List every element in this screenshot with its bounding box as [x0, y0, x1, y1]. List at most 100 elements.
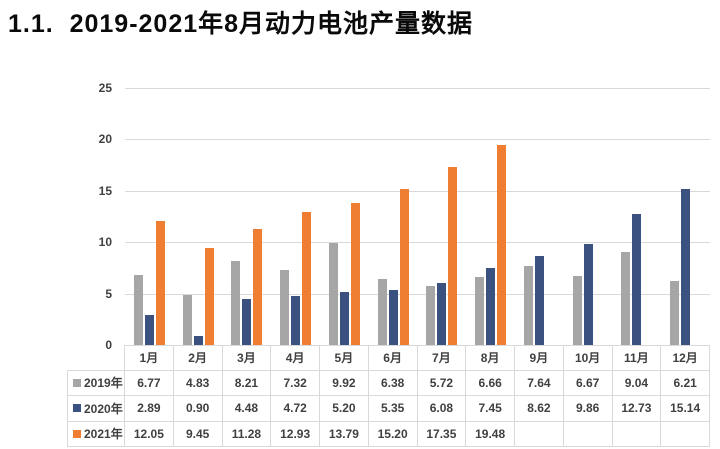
table-cell-2021年-6月: 15.20 [368, 421, 418, 447]
series-label-2019年: 2019年 [67, 370, 125, 396]
table-cell-2020年-3月: 4.48 [222, 396, 272, 422]
month-header-cell: 12月 [661, 345, 710, 371]
table-cell-2020年-5月: 5.20 [320, 396, 369, 422]
bar-2021年-1月 [155, 221, 165, 345]
bar-2021年-4月 [302, 212, 312, 345]
bar-2019年-3月 [231, 260, 241, 345]
bar-2019年-6月 [377, 279, 387, 345]
month-header-cell: 9月 [515, 345, 564, 371]
gridline [125, 139, 710, 141]
bar-2019年-11月 [621, 252, 631, 345]
table-cell-2021年-9月 [515, 421, 564, 447]
bar-2020年-10月 [583, 243, 593, 345]
month-header-cell: 8月 [466, 345, 515, 371]
table-cell-2020年-11月: 12.73 [612, 396, 662, 422]
bar-2021年-8月 [497, 144, 507, 345]
y-axis-label: 5 [105, 286, 112, 301]
bar-2019年-10月 [572, 276, 582, 345]
bar-2019年-9月 [523, 266, 533, 345]
table-cell-2020年-6月: 5.35 [368, 396, 418, 422]
month-header-cell: 10月 [563, 345, 613, 371]
table-cell-2019年-6月: 6.38 [368, 370, 418, 396]
bar-chart: 0 5 10 15 20 25 1月 2月 3月 4月 5月 6月 7月 8月 9月 10月 11月 12月 20… [0, 55, 720, 449]
legend-marker-icon [73, 429, 81, 438]
bar-2020年-5月 [339, 291, 349, 345]
legend-marker-icon [73, 378, 81, 387]
series-name: 2020年 [84, 401, 123, 416]
series-name: 2019年 [84, 376, 123, 391]
table-cell-2021年-1月: 12.05 [125, 421, 174, 447]
y-axis-label: 25 [98, 81, 112, 95]
table-cell-2020年-2月: 0.90 [173, 396, 223, 422]
table-cell-2021年-5月: 13.79 [320, 421, 369, 447]
table-cell-2021年-11月 [612, 421, 662, 447]
y-axis: 0 5 10 15 20 25 [0, 81, 112, 352]
table-cell-2020年-8月: 7.45 [466, 396, 515, 422]
gridline [125, 293, 710, 295]
table-cell-2020年-7月: 6.08 [417, 396, 467, 422]
bar-2020年-9月 [534, 256, 544, 345]
y-axis-label: 0 [105, 338, 112, 352]
table-cell-2019年-11月: 9.04 [612, 370, 662, 396]
table-cell-2019年-1月: 6.77 [125, 370, 174, 396]
bar-2020年-3月 [242, 298, 252, 345]
table-cell-2020年-10月: 9.86 [563, 396, 613, 422]
table-cell-2021年-12月 [661, 421, 710, 447]
bar-2019年-8月 [475, 276, 485, 345]
table-cell-2019年-10月: 6.67 [563, 370, 613, 396]
month-header-cell: 4月 [271, 345, 320, 371]
bar-2021年-2月 [204, 247, 214, 345]
bar-2020年-8月 [486, 268, 496, 345]
month-header-cell: 3月 [222, 345, 272, 371]
table-cell-2019年-3月: 8.21 [222, 370, 272, 396]
month-header-cell: 6月 [368, 345, 418, 371]
y-axis-label: 15 [98, 183, 112, 198]
gridline [125, 88, 710, 89]
page-title: 1.1. 2019-2021年8月动力电池产量数据 [8, 10, 474, 38]
y-axis-label: 20 [98, 132, 112, 147]
table-cell-2021年-10月 [563, 421, 613, 447]
y-axis-label: 10 [98, 235, 112, 250]
bar-2021年-6月 [399, 188, 409, 345]
table-cell-2021年-8月: 19.48 [466, 421, 515, 447]
table-cell-2019年-12月: 6.21 [661, 370, 710, 396]
plot-area [125, 88, 710, 346]
table-cell-2020年-1月: 2.89 [125, 396, 174, 422]
bar-2019年-7月 [426, 286, 436, 345]
table-cell-2021年-3月: 11.28 [222, 421, 272, 447]
bar-2020年-11月 [632, 214, 642, 345]
chart-data-table: 1月 2月 3月 4月 5月 6月 7月 8月 9月 10月 11月 12月 2019年 6.77 4.83… [67, 345, 710, 447]
month-header-cell: 5月 [320, 345, 369, 371]
bar-2019年-12月 [670, 281, 680, 345]
table-cell-2020年-4月: 4.72 [271, 396, 320, 422]
legend-marker-icon [73, 404, 81, 413]
bar-2019年-4月 [280, 269, 290, 345]
bar-2019年-1月 [133, 275, 143, 345]
table-cell-2019年-4月: 7.32 [271, 370, 320, 396]
month-header-cell: 1月 [125, 345, 174, 371]
series-label-2020年: 2020年 [67, 396, 125, 422]
bar-2020年-1月 [144, 315, 154, 345]
series-label-2021年: 2021年 [67, 421, 125, 447]
bar-2021年-7月 [448, 166, 458, 345]
table-cell-2019年-5月: 9.92 [320, 370, 369, 396]
bar-2019年-2月 [182, 295, 192, 345]
bar-2020年-2月 [193, 335, 203, 345]
table-cell-2019年-2月: 4.83 [173, 370, 223, 396]
table-cell-2020年-9月: 8.62 [515, 396, 564, 422]
series-name: 2021年 [84, 427, 123, 442]
bar-2020年-4月 [291, 296, 301, 345]
bar-2020年-7月 [437, 282, 447, 345]
table-cell-2021年-7月: 17.35 [417, 421, 467, 447]
month-header-cell: 11月 [612, 345, 662, 371]
gridline [125, 190, 710, 192]
table-corner-blank [67, 345, 125, 371]
table-cell-2021年-4月: 12.93 [271, 421, 320, 447]
bar-2021年-3月 [253, 229, 263, 345]
gridline [125, 242, 710, 244]
table-cell-2019年-7月: 5.72 [417, 370, 467, 396]
table-cell-2019年-8月: 6.66 [466, 370, 515, 396]
table-cell-2019年-9月: 7.64 [515, 370, 564, 396]
month-header-cell: 7月 [417, 345, 467, 371]
